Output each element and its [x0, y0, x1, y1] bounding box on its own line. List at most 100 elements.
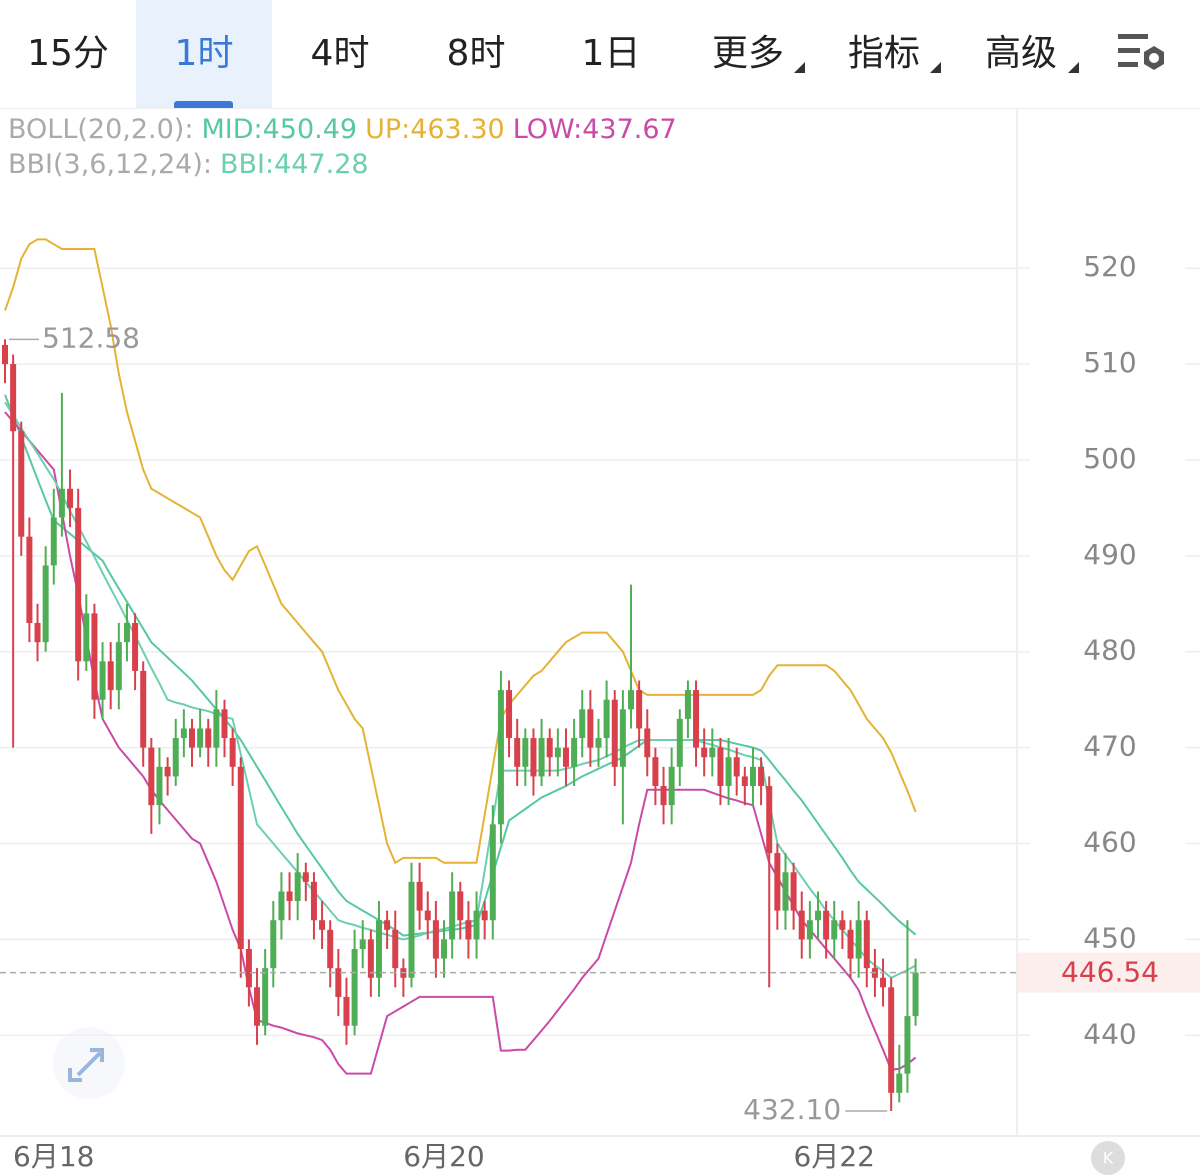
k-button[interactable]: K	[1091, 1141, 1125, 1175]
candle-body	[733, 757, 740, 777]
candle-body	[790, 872, 797, 911]
candle-body	[798, 910, 805, 940]
last-price-label: 446.54	[1061, 956, 1159, 989]
candle-body	[319, 920, 326, 930]
candle-body	[229, 738, 236, 767]
candle-body	[18, 431, 25, 537]
tab[interactable]: 指标	[847, 33, 920, 74]
candle-body	[335, 968, 342, 997]
candle-body	[164, 766, 171, 777]
candle-body	[668, 766, 675, 806]
tab[interactable]: 高级	[984, 33, 1057, 74]
candle-body	[67, 488, 74, 508]
candle-body	[782, 872, 789, 911]
candle-body	[132, 622, 139, 671]
candle-body	[180, 728, 187, 739]
dropdown-arrow	[1068, 62, 1079, 73]
candle-body	[270, 920, 277, 969]
candle-body	[847, 929, 854, 959]
candle-body	[384, 920, 391, 930]
candle-body	[562, 747, 569, 767]
y-tick-label: 510	[1083, 346, 1136, 379]
candle-body	[237, 766, 244, 949]
candle-body	[725, 757, 732, 786]
indicator-legend: BOLL(20,2.0): MID:450.49 UP:463.30 LOW:437.…	[8, 114, 677, 145]
timeframe-tabs: 15分 1时 4时 8时 1日 更多 指标 高级	[0, 0, 1200, 109]
candle-body	[619, 709, 626, 767]
tab[interactable]: 1日	[581, 33, 641, 74]
candle-body	[123, 622, 130, 643]
candle-body	[351, 948, 358, 1026]
candle-body	[628, 690, 635, 710]
y-tick-label: 480	[1083, 634, 1136, 667]
candle-body	[611, 699, 618, 767]
candle-body	[91, 613, 98, 700]
candle-body	[701, 747, 708, 758]
candle-body	[481, 910, 488, 921]
indicator-name: BBI(3,6,12,24):	[8, 149, 212, 180]
candle-body	[278, 891, 285, 921]
y-tick-label: 440	[1083, 1017, 1136, 1050]
candle-body	[327, 929, 334, 969]
candle-body	[197, 728, 204, 748]
candle-body	[806, 920, 813, 940]
candle-body	[741, 776, 748, 786]
candle-body	[10, 364, 17, 432]
candle-body	[449, 891, 456, 940]
candle-body	[546, 738, 553, 758]
candle-body	[554, 747, 561, 758]
candle-body	[107, 661, 114, 691]
candle-body	[213, 709, 220, 748]
y-tick-label: 450	[1083, 921, 1136, 954]
candle-body	[367, 939, 374, 978]
candle-body	[83, 613, 90, 662]
tab[interactable]: 1时	[136, 0, 272, 108]
candle-body	[749, 766, 756, 786]
dropdown-arrow	[794, 62, 805, 73]
x-tick-label: 6月22	[794, 1140, 875, 1173]
candle-body	[140, 670, 147, 748]
candle-body	[571, 738, 578, 767]
y-tick-label: 460	[1083, 826, 1136, 859]
candle-body	[286, 891, 293, 902]
candle-body	[75, 507, 82, 662]
candle-body	[831, 920, 838, 940]
candle-body	[302, 872, 309, 882]
tab[interactable]: 15分	[27, 33, 109, 74]
tab[interactable]: 更多	[711, 33, 784, 74]
candle-body	[888, 987, 895, 1093]
tab[interactable]: 4时	[310, 33, 370, 74]
indicator-value: MID:450.49	[201, 114, 357, 145]
candle-body	[912, 972, 919, 1017]
candle-body	[652, 757, 659, 786]
candle-body	[595, 738, 602, 748]
expand-button[interactable]	[53, 1027, 125, 1099]
candle-body	[457, 891, 464, 921]
y-tick-label: 500	[1083, 442, 1136, 475]
candle-body	[294, 872, 301, 902]
tab[interactable]: 8时	[446, 33, 506, 74]
candle-body	[896, 1073, 903, 1093]
candle-body	[823, 910, 830, 940]
candle-body	[489, 824, 496, 921]
y-tick-label: 490	[1083, 538, 1136, 571]
candle-body	[343, 996, 350, 1026]
candle-body	[839, 920, 846, 930]
candle-body	[262, 968, 269, 1026]
candle-body	[254, 987, 261, 1026]
candle-body	[2, 344, 8, 365]
candle-body	[774, 853, 781, 911]
candle-body	[497, 690, 504, 825]
last-price-box	[1018, 952, 1200, 993]
indicator-value: UP:463.30	[365, 114, 505, 145]
x-tick-label: 6月18	[13, 1140, 94, 1173]
candle-body	[522, 738, 529, 767]
candle-body	[50, 517, 57, 566]
candle-body	[416, 881, 423, 911]
settings-icon[interactable]	[1114, 26, 1174, 86]
candle-body	[408, 881, 415, 978]
candle-body	[603, 699, 610, 739]
candle-body	[221, 709, 228, 739]
indicator-line	[4, 238, 917, 865]
